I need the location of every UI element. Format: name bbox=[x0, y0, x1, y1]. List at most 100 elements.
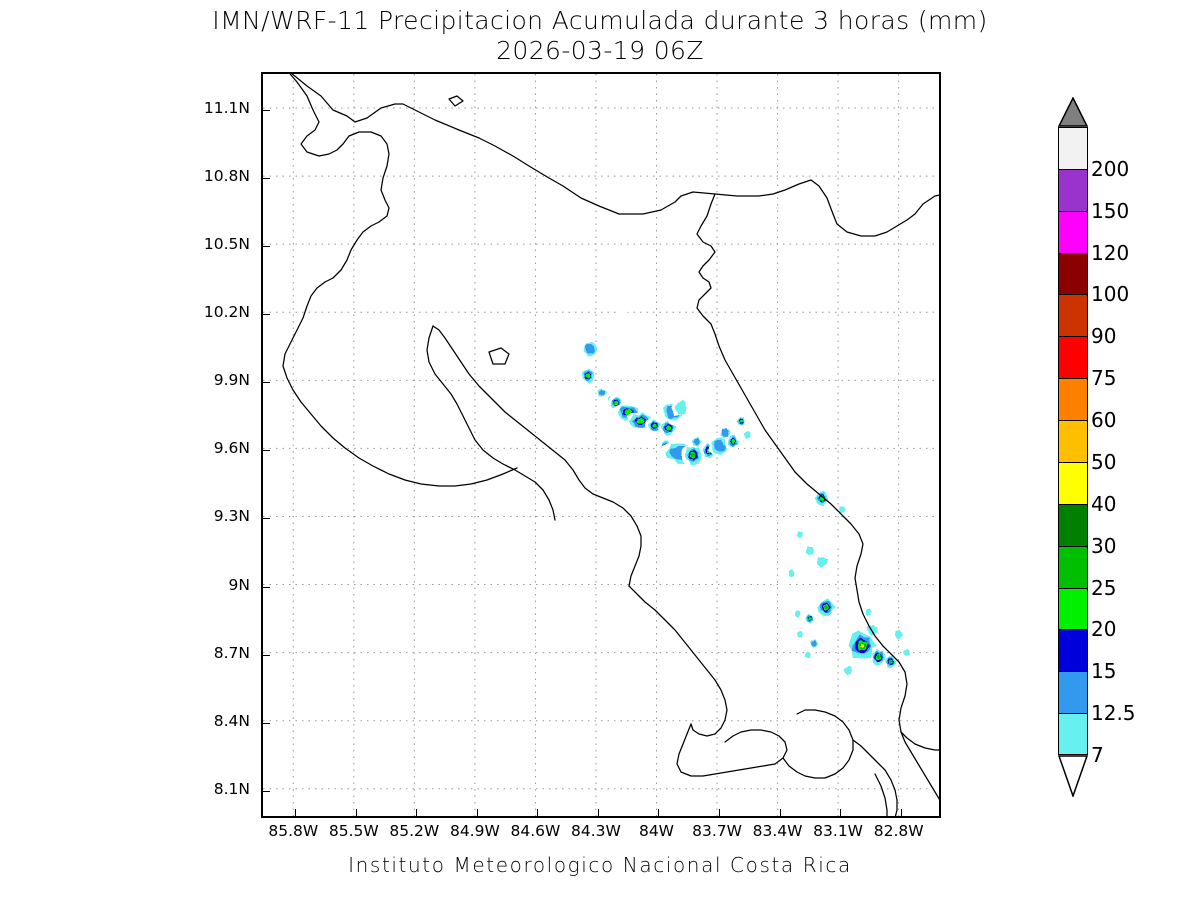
colorbar-tick-label: 50 bbox=[1091, 449, 1117, 474]
map-plot-area bbox=[261, 72, 941, 818]
precip-cell bbox=[804, 460, 812, 469]
x-axis-tick-label: 85.5W bbox=[328, 822, 379, 840]
x-axis-tickmark bbox=[900, 809, 902, 816]
colorbar: 200 150 120 100 90 75 60 50 40 30 25 20 15 12.5 7 bbox=[1057, 96, 1136, 799]
y-axis-tick-label: 10.2N bbox=[203, 303, 250, 322]
x-axis-tickmark bbox=[537, 809, 539, 816]
precip-cell bbox=[911, 612, 919, 621]
precip-cell bbox=[803, 611, 816, 625]
precip-cell bbox=[596, 386, 608, 398]
colorbar-tick-label: 100 bbox=[1091, 282, 1130, 307]
precip-cell bbox=[671, 397, 691, 416]
precip-cell bbox=[738, 649, 745, 656]
x-axis-tickmark bbox=[355, 809, 357, 816]
precip-cell bbox=[581, 339, 599, 358]
precipitation-field bbox=[579, 303, 919, 689]
precip-cell bbox=[814, 595, 837, 617]
colorbar-tick-label: 150 bbox=[1091, 198, 1130, 223]
precip-cell bbox=[734, 415, 747, 428]
x-axis-tickmark bbox=[840, 809, 842, 816]
precip-cell bbox=[778, 580, 785, 589]
precip-cell bbox=[788, 568, 797, 578]
gulf-of-nicoya bbox=[432, 325, 642, 587]
page-title: IMN/WRF-11 Precipitacion Acumulada duran… bbox=[212, 6, 988, 35]
x-axis-tick-label: 85.8W bbox=[268, 822, 319, 840]
precip-cell bbox=[841, 663, 855, 678]
lake-nicaragua bbox=[448, 95, 464, 107]
colorbar-segment bbox=[1058, 420, 1088, 462]
colorbar-segment bbox=[1058, 545, 1088, 588]
precip-cell bbox=[793, 421, 802, 430]
y-axis-tick-label: 9.9N bbox=[213, 371, 250, 390]
precip-cell bbox=[787, 489, 796, 499]
nicoya-bay-west-shore bbox=[426, 325, 556, 521]
precip-cell bbox=[626, 412, 651, 433]
colorbar-segment bbox=[1058, 168, 1088, 211]
precip-cell bbox=[803, 650, 813, 660]
chart-title-block: IMN/WRF-11 Precipitacion Acumulada duran… bbox=[0, 6, 1200, 66]
precip-cell bbox=[713, 413, 722, 425]
map-canvas bbox=[263, 74, 939, 816]
nicoya-island bbox=[488, 347, 510, 365]
x-axis-tick-label: 83.4W bbox=[752, 822, 803, 840]
colorbar-tick-label: 12.5 bbox=[1091, 701, 1136, 726]
x-axis-tick-label: 84.3W bbox=[571, 822, 621, 840]
y-axis-tickmark bbox=[263, 178, 270, 180]
y-axis-tick-label: 9.6N bbox=[213, 439, 250, 458]
colorbar-tick-label: 200 bbox=[1091, 156, 1130, 181]
y-axis-tick-label: 9N bbox=[228, 575, 250, 594]
precip-cell bbox=[854, 511, 863, 521]
pacific-coast-southeast bbox=[874, 773, 888, 816]
precip-cell bbox=[812, 487, 829, 507]
nicaragua-border-and-caribbean-coast bbox=[291, 74, 939, 237]
colorbar-over-arrow bbox=[1057, 96, 1089, 127]
colorbar-tick-label: 40 bbox=[1091, 491, 1117, 516]
figure-footer: Instituto Meteorologico Nacional Costa R… bbox=[348, 853, 852, 877]
precip-cell bbox=[883, 679, 891, 689]
colorbar-tick-label: 90 bbox=[1091, 324, 1117, 349]
precip-cell bbox=[796, 629, 804, 640]
precip-cell bbox=[869, 646, 888, 667]
pacific-coast-central bbox=[628, 585, 728, 737]
colorbar-segment bbox=[1058, 378, 1088, 421]
colorbar-segment bbox=[1058, 336, 1088, 379]
colorbar-tick-label: 120 bbox=[1091, 240, 1130, 265]
precip-cell bbox=[717, 676, 725, 684]
precip-cell bbox=[690, 434, 703, 449]
colorbar-tick-label: 15 bbox=[1091, 659, 1117, 684]
precip-cell bbox=[700, 398, 707, 407]
y-axis-tick-label: 10.8N bbox=[203, 167, 250, 186]
precip-cell bbox=[718, 423, 732, 440]
precip-cell bbox=[649, 390, 656, 398]
colorbar-segment bbox=[1058, 671, 1088, 714]
precip-cell bbox=[725, 432, 740, 451]
colorbar-segment bbox=[1058, 252, 1088, 295]
y-axis-tick-label: 10.5N bbox=[203, 235, 250, 254]
precip-cell bbox=[709, 667, 717, 675]
precip-cell bbox=[793, 608, 803, 620]
map-gridlines bbox=[263, 74, 939, 816]
x-axis-tickmark bbox=[719, 809, 721, 816]
x-axis-tick-label: 82.8W bbox=[873, 822, 924, 840]
x-axis-tickmark bbox=[416, 809, 418, 816]
x-axis-tickmark bbox=[476, 809, 478, 816]
y-axis-tickmark bbox=[263, 518, 270, 520]
x-axis-tickmark bbox=[597, 809, 599, 816]
precip-cell bbox=[834, 539, 842, 549]
x-axis-tick-label: 84W bbox=[638, 822, 675, 840]
precip-cell bbox=[893, 628, 904, 640]
y-axis-tickmark bbox=[263, 654, 270, 656]
colorbar-tick-label: 60 bbox=[1091, 408, 1117, 433]
x-axis-tickmark bbox=[658, 809, 660, 816]
precip-cell bbox=[804, 545, 815, 557]
osa-peninsula bbox=[676, 723, 788, 777]
y-axis-tickmark bbox=[263, 314, 270, 316]
y-axis-tick-label: 9.3N bbox=[213, 507, 250, 526]
y-axis-tickmark bbox=[263, 722, 270, 724]
colorbar-segment bbox=[1058, 294, 1088, 337]
colorbar-tick-label: 7 bbox=[1091, 743, 1104, 767]
pacific-coast-northwest bbox=[282, 74, 518, 487]
precip-cell bbox=[814, 555, 829, 570]
x-axis-tickmark bbox=[295, 809, 297, 816]
